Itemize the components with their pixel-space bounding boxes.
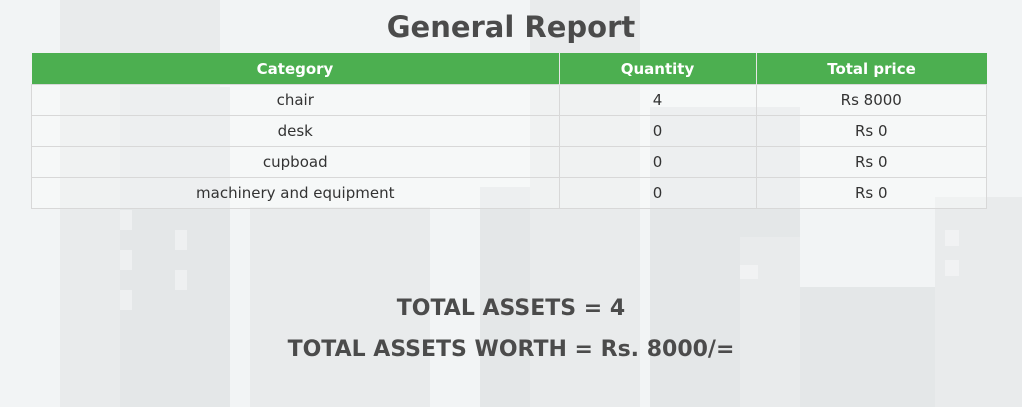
table-row: machinery and equipment 0 Rs 0 (31, 177, 987, 209)
total-price-cell: Rs 8000 (755, 84, 987, 116)
total-price-cell: Rs 0 (755, 177, 987, 209)
total-price-cell: Rs 0 (755, 146, 987, 178)
table-header-row: Category Quantity Total price (31, 53, 987, 85)
category-cell: desk (31, 115, 560, 147)
category-cell: cupboad (31, 146, 560, 178)
table-row: cupboad 0 Rs 0 (31, 146, 987, 178)
column-header-quantity: Quantity (559, 53, 757, 85)
report-table: Category Quantity Total price chair 4 Rs… (31, 53, 987, 209)
total-price-cell: Rs 0 (755, 115, 987, 147)
table-row: desk 0 Rs 0 (31, 115, 987, 147)
quantity-cell: 0 (558, 146, 757, 178)
table-row: chair 4 Rs 8000 (31, 84, 987, 116)
category-cell: chair (31, 84, 560, 116)
category-cell: machinery and equipment (31, 177, 560, 209)
quantity-cell: 0 (558, 177, 757, 209)
page-title: General Report (386, 10, 636, 44)
total-assets-text: TOTAL ASSETS = 4 (396, 296, 626, 321)
quantity-cell: 0 (558, 115, 757, 147)
column-header-total-price: Total price (756, 53, 987, 85)
column-header-category: Category (31, 53, 560, 85)
quantity-cell: 4 (558, 84, 757, 116)
total-assets-worth-text: TOTAL ASSETS WORTH = Rs. 8000/= (287, 337, 735, 362)
